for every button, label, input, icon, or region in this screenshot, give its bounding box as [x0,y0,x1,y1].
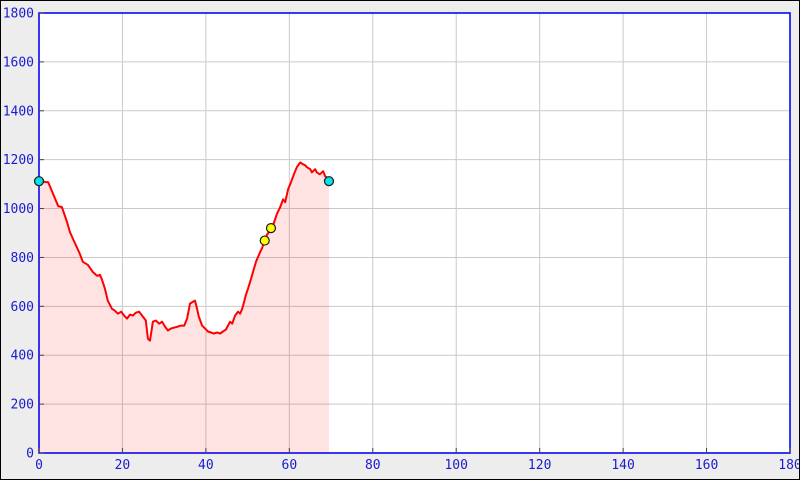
elevation-line [38,161,330,342]
x-tick-label: 140 [611,458,634,473]
x-tick-label: 60 [282,458,298,473]
axis-frame [38,12,791,454]
y-tick-label: 200 [11,398,34,413]
x-tick-label: 160 [695,458,718,473]
y-tick-label: 400 [11,349,34,364]
plot-background [39,13,790,453]
x-tick-label: 80 [365,458,381,473]
y-tick-label: 800 [11,251,34,266]
y-tick-label: 1600 [3,55,34,70]
y-tick-label: 1800 [3,7,34,22]
waypoint-marker-2[interactable] [265,223,277,234]
y-tick-label: 1000 [3,202,34,217]
x-tick-label: 120 [528,458,551,473]
y-tick-label: 600 [11,300,34,315]
end-marker[interactable] [323,176,335,187]
x-tick-label: 100 [444,458,467,473]
x-tick-label: 180 [778,458,799,473]
x-tick-label: 0 [35,458,43,473]
start-marker[interactable] [33,176,45,187]
x-tick-label: 40 [198,458,214,473]
elevation-area-fill [39,162,329,453]
y-tick-label: 1400 [3,104,34,119]
x-tick-label: 20 [115,458,131,473]
waypoint-marker-1[interactable] [259,235,270,246]
y-tick-label: 0 [26,447,34,462]
y-tick-label: 1200 [3,153,34,168]
